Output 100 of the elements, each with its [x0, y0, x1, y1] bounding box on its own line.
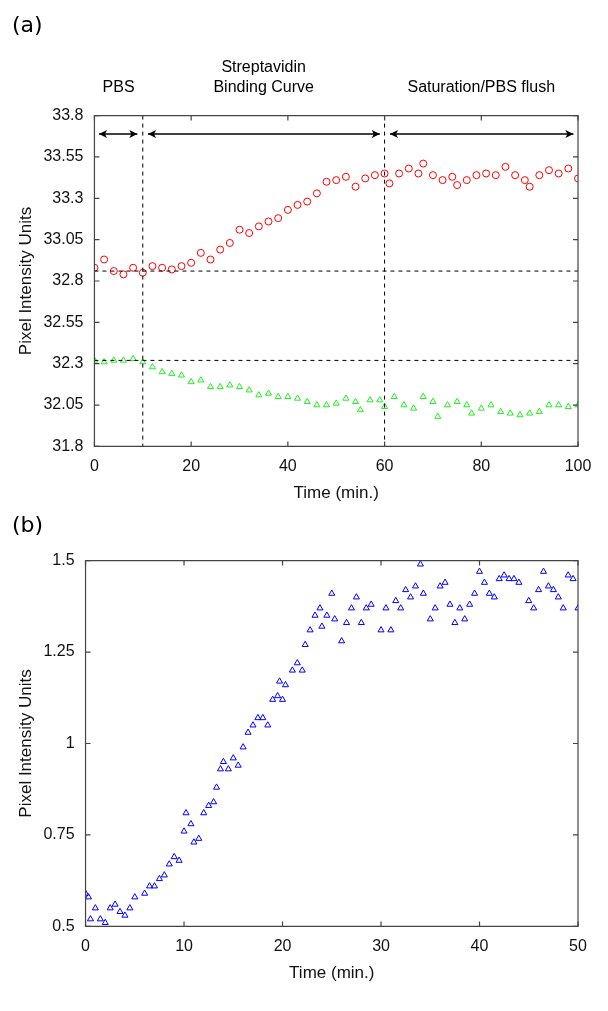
- point: [462, 176, 471, 185]
- point: [428, 171, 437, 180]
- y-tick-label: 32.8: [52, 271, 84, 289]
- point: [312, 189, 321, 198]
- point: [235, 382, 244, 390]
- point: [501, 162, 510, 171]
- point: [226, 381, 234, 388]
- point: [414, 169, 423, 178]
- x-tick-label: 10: [175, 937, 194, 955]
- point: [352, 397, 360, 404]
- y-axis-title: Pixel Intensity Units: [15, 206, 35, 356]
- point: [100, 255, 109, 264]
- point: [129, 354, 137, 361]
- chart-title: (a): [12, 12, 43, 37]
- point: [158, 263, 167, 272]
- x-tick-label: 100: [564, 457, 592, 475]
- point: [264, 389, 273, 396]
- point: [448, 172, 457, 181]
- point: [419, 392, 427, 400]
- point: [177, 262, 186, 271]
- point: [535, 171, 544, 180]
- point: [177, 371, 186, 378]
- point: [342, 394, 350, 401]
- point: [526, 409, 534, 416]
- point: [472, 171, 481, 180]
- point: [438, 176, 447, 185]
- point: [487, 401, 495, 408]
- point: [443, 401, 451, 408]
- x-tick-label: 0: [89, 457, 99, 475]
- point: [109, 267, 118, 276]
- x-tick-label: 80: [472, 457, 491, 475]
- point: [245, 229, 254, 238]
- point: [381, 402, 389, 409]
- point: [167, 265, 176, 274]
- point: [516, 410, 524, 418]
- text: Streptavidin Binding Curve: [212, 57, 315, 97]
- y-tick-label: 33.05: [43, 230, 84, 248]
- y-tick-label: 0.75: [43, 825, 75, 843]
- point: [564, 164, 573, 173]
- y-tick-label: 32.55: [43, 312, 84, 330]
- point: [264, 217, 273, 226]
- point: [313, 401, 321, 408]
- point: [376, 396, 384, 403]
- point: [341, 172, 350, 181]
- point: [293, 200, 302, 209]
- point: [138, 268, 147, 277]
- text: PBS: [102, 77, 135, 97]
- point: [544, 166, 553, 175]
- point: [110, 356, 118, 363]
- point: [356, 406, 364, 413]
- point: [225, 238, 234, 247]
- y-tick-label: 0.5: [52, 916, 75, 934]
- point: [453, 181, 462, 190]
- point: [148, 262, 157, 271]
- x-tick-label: 40: [278, 457, 297, 475]
- x-tick-label: 60: [375, 457, 394, 475]
- point: [404, 164, 413, 173]
- point: [410, 404, 418, 411]
- point: [361, 174, 370, 183]
- point: [395, 169, 404, 178]
- point: [294, 394, 302, 401]
- point: [482, 169, 491, 178]
- point: [506, 409, 514, 416]
- point: [196, 248, 205, 257]
- point: [119, 270, 128, 279]
- y-axis-title: Pixel Intensity Units: [15, 669, 35, 818]
- point: [139, 358, 147, 365]
- point: [148, 363, 156, 370]
- x-tick-label: 30: [372, 937, 391, 955]
- point: [400, 401, 408, 408]
- y-tick-label: 33.3: [52, 188, 84, 206]
- chart-title: (b): [12, 512, 44, 537]
- point: [158, 367, 166, 375]
- point: [254, 222, 263, 231]
- point: [380, 169, 389, 178]
- y-tick-label: 31.8: [52, 436, 84, 454]
- point: [545, 401, 553, 408]
- point: [525, 182, 534, 191]
- y-tick-label: 32.05: [43, 395, 84, 413]
- point: [216, 245, 225, 254]
- point: [168, 369, 176, 376]
- point: [119, 356, 127, 363]
- point: [323, 401, 331, 408]
- point: [419, 159, 428, 168]
- point: [235, 225, 244, 234]
- point: [284, 392, 292, 400]
- point: [197, 376, 205, 383]
- point: [303, 197, 312, 206]
- point: [564, 402, 572, 409]
- x-tick-label: 20: [273, 937, 292, 955]
- point: [385, 179, 394, 188]
- point: [206, 255, 215, 264]
- point: [255, 391, 263, 398]
- point: [129, 263, 138, 272]
- y-tick-label: 33.55: [43, 147, 84, 165]
- point: [351, 182, 360, 191]
- point: [535, 407, 543, 414]
- point: [206, 382, 215, 390]
- point: [491, 171, 500, 180]
- x-tick-label: 40: [470, 937, 489, 955]
